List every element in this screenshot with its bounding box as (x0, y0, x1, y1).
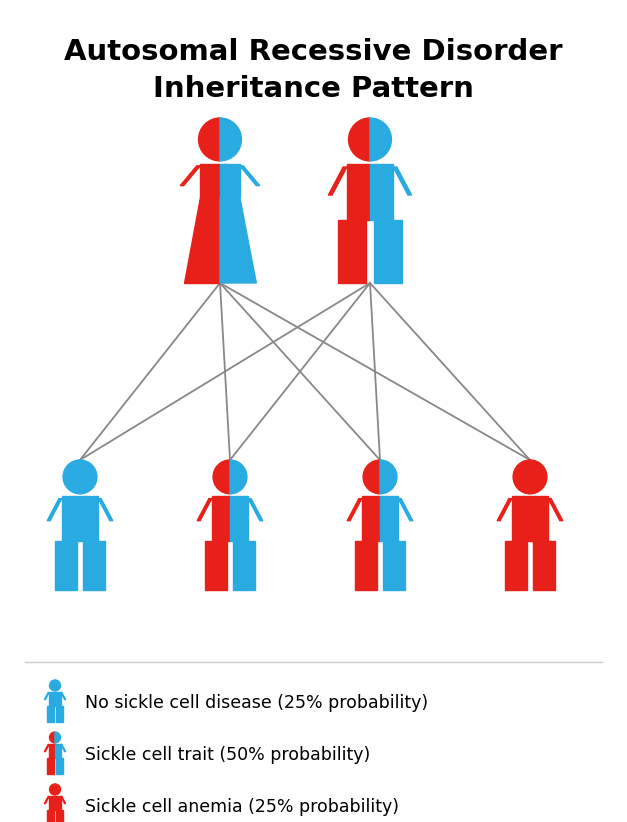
Polygon shape (380, 496, 398, 541)
Polygon shape (55, 796, 61, 810)
Polygon shape (347, 499, 362, 520)
Polygon shape (55, 692, 61, 706)
Polygon shape (339, 220, 366, 283)
Wedge shape (530, 460, 547, 494)
Text: Sickle cell anemia (25% probability): Sickle cell anemia (25% probability) (85, 798, 399, 816)
Polygon shape (220, 164, 240, 197)
Polygon shape (240, 166, 260, 186)
Polygon shape (212, 496, 230, 541)
Polygon shape (45, 745, 49, 751)
Wedge shape (50, 732, 55, 743)
Wedge shape (230, 460, 247, 494)
Polygon shape (233, 541, 255, 590)
Polygon shape (55, 541, 77, 590)
Polygon shape (49, 692, 55, 706)
Polygon shape (355, 541, 377, 590)
Wedge shape (349, 118, 370, 161)
Polygon shape (533, 541, 555, 590)
Polygon shape (220, 197, 256, 283)
Wedge shape (220, 118, 241, 161)
Text: Inheritance Pattern: Inheritance Pattern (153, 75, 474, 103)
Text: No sickle cell disease (25% probability): No sickle cell disease (25% probability) (85, 694, 428, 712)
Polygon shape (530, 496, 548, 541)
Polygon shape (83, 541, 105, 590)
Polygon shape (47, 706, 54, 722)
Polygon shape (393, 167, 412, 195)
Polygon shape (230, 496, 248, 541)
Wedge shape (513, 460, 530, 494)
Polygon shape (47, 810, 54, 822)
Polygon shape (347, 164, 370, 220)
Polygon shape (55, 744, 61, 758)
Wedge shape (55, 784, 60, 795)
Polygon shape (398, 499, 413, 520)
Polygon shape (329, 167, 347, 195)
Text: Sickle cell trait (50% probability): Sickle cell trait (50% probability) (85, 746, 371, 764)
Wedge shape (213, 460, 230, 494)
Polygon shape (184, 197, 220, 283)
Polygon shape (205, 541, 227, 590)
Polygon shape (49, 744, 55, 758)
Polygon shape (80, 496, 98, 541)
Polygon shape (200, 164, 220, 197)
Wedge shape (363, 460, 380, 494)
Polygon shape (197, 499, 212, 520)
Polygon shape (548, 499, 563, 520)
Wedge shape (55, 732, 60, 743)
Polygon shape (56, 706, 63, 722)
Polygon shape (49, 796, 55, 810)
Wedge shape (63, 460, 80, 494)
Polygon shape (370, 164, 393, 220)
Polygon shape (61, 745, 66, 751)
Polygon shape (98, 499, 113, 520)
Polygon shape (497, 499, 512, 520)
Polygon shape (61, 692, 66, 700)
Polygon shape (61, 797, 66, 804)
Wedge shape (50, 680, 55, 691)
Wedge shape (50, 784, 55, 795)
Wedge shape (370, 118, 391, 161)
Polygon shape (47, 758, 54, 774)
Wedge shape (380, 460, 397, 494)
Wedge shape (80, 460, 97, 494)
Text: Autosomal Recessive Disorder: Autosomal Recessive Disorder (64, 38, 563, 66)
Polygon shape (56, 758, 63, 774)
Wedge shape (55, 680, 60, 691)
Polygon shape (383, 541, 405, 590)
Polygon shape (505, 541, 527, 590)
Polygon shape (374, 220, 402, 283)
Polygon shape (180, 166, 200, 186)
Polygon shape (248, 499, 263, 520)
Polygon shape (56, 810, 63, 822)
Polygon shape (47, 499, 62, 520)
Polygon shape (362, 496, 380, 541)
Polygon shape (512, 496, 530, 541)
Polygon shape (45, 797, 49, 804)
Polygon shape (45, 692, 49, 700)
Wedge shape (199, 118, 220, 161)
Polygon shape (62, 496, 80, 541)
